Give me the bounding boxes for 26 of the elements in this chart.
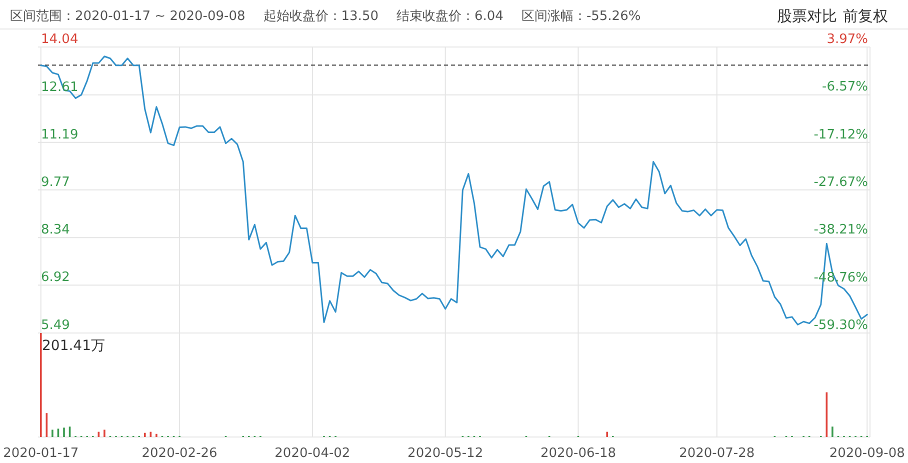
y-tick-label: 9.77 <box>41 174 70 190</box>
text: 区间涨幅：-55.26% <box>521 9 641 24</box>
text: 前复权 <box>843 7 888 25</box>
x-tick-label: 2020-05-12 <box>408 446 484 461</box>
y2-tick-label: -38.21% <box>814 222 868 238</box>
y2-tick-label: -17.12% <box>814 127 868 142</box>
x-tick-label: 2020-01-17 <box>3 446 79 461</box>
y-tick-label: 14.04 <box>41 32 78 47</box>
text: 结束收盘价：6.04 <box>396 9 504 24</box>
chart-title: 区间范围：2020-01-17 ~ 2020-09-08 <box>10 9 246 24</box>
y-tick-label: 11.19 <box>41 127 78 142</box>
y-tick-label: 8.34 <box>41 222 70 238</box>
x-tick-label: 2020-09-08 <box>829 446 905 461</box>
y2-tick-label: -27.67% <box>814 175 868 190</box>
text: 股票对比 <box>777 7 837 25</box>
y2-tick-label: -59.30% <box>814 318 868 333</box>
annotation: 201.41万 <box>42 338 105 354</box>
x-tick-label: 2020-04-02 <box>274 446 350 461</box>
x-tick-label: 2020-02-26 <box>142 446 218 461</box>
y2-tick-label: -6.57% <box>822 80 868 95</box>
y-tick-label: 5.49 <box>41 318 70 333</box>
y-tick-label: 6.92 <box>41 270 70 286</box>
text: 起始收盘价：13.50 <box>263 9 378 24</box>
y2-tick-label: 3.97% <box>826 32 868 47</box>
x-tick-label: 2020-07-28 <box>679 446 755 461</box>
x-tick-label: 2020-06-18 <box>540 446 616 461</box>
